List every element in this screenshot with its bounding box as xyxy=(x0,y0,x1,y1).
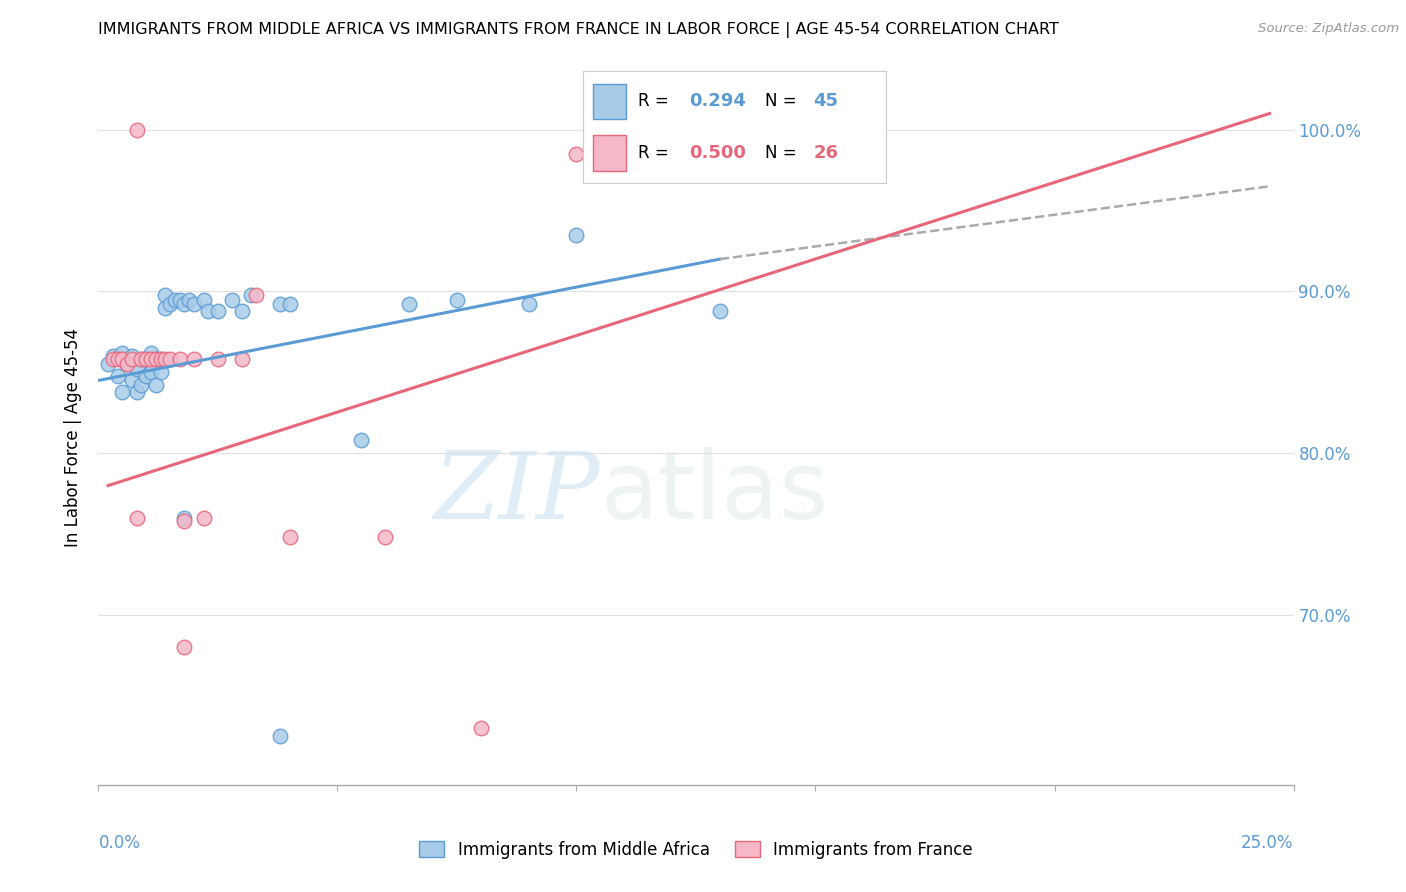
Point xyxy=(131,378,153,392)
Point xyxy=(121,374,143,388)
Text: 0.500: 0.500 xyxy=(689,144,747,161)
Point xyxy=(101,352,124,367)
Point xyxy=(115,357,138,371)
Point xyxy=(374,530,396,544)
Point xyxy=(183,297,205,311)
Point xyxy=(111,346,134,360)
Point xyxy=(207,304,229,318)
Point xyxy=(269,730,291,744)
Point xyxy=(145,352,167,367)
Text: N =: N = xyxy=(765,93,801,111)
Point xyxy=(245,287,267,301)
Text: R =: R = xyxy=(638,144,673,161)
Point xyxy=(155,301,177,315)
Point xyxy=(278,530,301,544)
Point xyxy=(231,304,253,318)
Point xyxy=(470,722,492,736)
Text: atlas: atlas xyxy=(600,447,828,539)
Text: 45: 45 xyxy=(813,93,838,111)
Text: R =: R = xyxy=(638,93,673,111)
Text: 25.0%: 25.0% xyxy=(1241,834,1294,852)
Point xyxy=(125,122,148,136)
Point xyxy=(183,352,205,367)
Point xyxy=(131,352,153,367)
Point xyxy=(565,147,588,161)
Point xyxy=(169,293,191,307)
Point xyxy=(135,352,157,367)
Legend: Immigrants from Middle Africa, Immigrants from France: Immigrants from Middle Africa, Immigrant… xyxy=(411,832,981,867)
Point xyxy=(155,287,177,301)
Point xyxy=(240,287,263,301)
Point xyxy=(350,434,373,448)
Point xyxy=(149,352,172,367)
Point xyxy=(163,293,186,307)
Point xyxy=(125,511,148,525)
Point xyxy=(149,352,172,367)
Point xyxy=(193,511,215,525)
Point xyxy=(111,352,134,367)
Point xyxy=(231,352,253,367)
Point xyxy=(121,352,143,367)
Point xyxy=(278,297,301,311)
Point xyxy=(125,362,148,376)
Point xyxy=(121,349,143,363)
Point xyxy=(197,304,219,318)
Y-axis label: In Labor Force | Age 45-54: In Labor Force | Age 45-54 xyxy=(65,327,83,547)
Text: Source: ZipAtlas.com: Source: ZipAtlas.com xyxy=(1258,22,1399,36)
Text: N =: N = xyxy=(765,144,801,161)
Point xyxy=(139,352,162,367)
Point xyxy=(269,297,291,311)
Point xyxy=(173,640,195,655)
Point xyxy=(398,297,420,311)
Point xyxy=(135,368,157,383)
Point xyxy=(155,352,177,367)
Point xyxy=(149,365,172,379)
Point xyxy=(107,352,129,367)
Text: 0.294: 0.294 xyxy=(689,93,747,111)
Point xyxy=(709,304,731,318)
Point xyxy=(565,227,588,242)
FancyBboxPatch shape xyxy=(592,84,626,120)
Point xyxy=(145,378,167,392)
Point xyxy=(517,297,540,311)
Point xyxy=(173,297,195,311)
Point xyxy=(107,368,129,383)
Point xyxy=(125,384,148,399)
Point xyxy=(159,297,181,311)
Point xyxy=(97,357,120,371)
Point xyxy=(145,352,167,367)
Point xyxy=(169,352,191,367)
Point xyxy=(139,346,162,360)
Point xyxy=(179,293,201,307)
FancyBboxPatch shape xyxy=(592,135,626,170)
Text: IMMIGRANTS FROM MIDDLE AFRICA VS IMMIGRANTS FROM FRANCE IN LABOR FORCE | AGE 45-: IMMIGRANTS FROM MIDDLE AFRICA VS IMMIGRA… xyxy=(98,22,1059,38)
Point xyxy=(111,384,134,399)
Point xyxy=(193,293,215,307)
Point xyxy=(173,514,195,528)
Point xyxy=(135,352,157,367)
Text: 0.0%: 0.0% xyxy=(98,834,141,852)
Text: 26: 26 xyxy=(813,144,838,161)
Point xyxy=(446,293,468,307)
Point xyxy=(131,352,153,367)
Point xyxy=(221,293,243,307)
Point xyxy=(139,365,162,379)
Point xyxy=(173,511,195,525)
Point xyxy=(207,352,229,367)
Point xyxy=(637,163,659,178)
Point xyxy=(159,352,181,367)
Point xyxy=(115,357,138,371)
Point xyxy=(101,349,124,363)
Text: ZIP: ZIP xyxy=(433,448,600,538)
